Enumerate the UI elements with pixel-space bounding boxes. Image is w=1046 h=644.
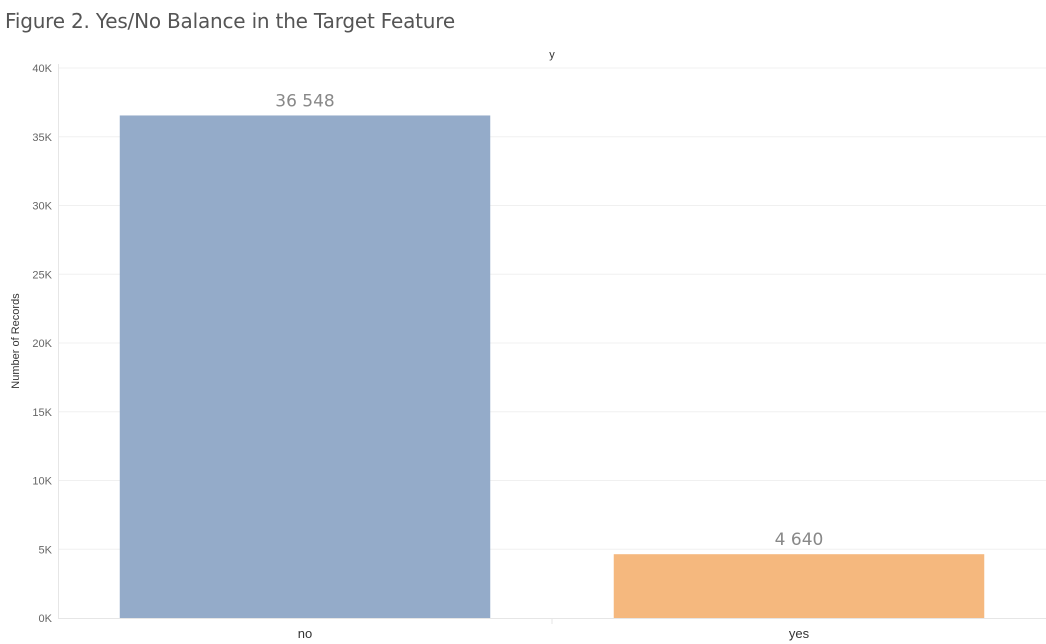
bar-yes (613, 554, 985, 618)
chart-title: Figure 2. Yes/No Balance in the Target F… (5, 9, 455, 33)
data-labels: 36 548 4 640 (275, 91, 823, 550)
data-label-no: 36 548 (275, 91, 334, 111)
x-category-label-no: no (298, 626, 312, 641)
y-tick-label: 35K (32, 132, 52, 144)
y-tick-label: 15K (32, 407, 52, 419)
x-axis-categories: no yes (298, 626, 810, 641)
x-category-label-yes: yes (789, 626, 810, 641)
y-tick-label: 0K (39, 613, 53, 625)
column-header: y (549, 49, 555, 61)
y-tick-label: 5K (39, 544, 53, 556)
y-tick-label: 10K (32, 476, 52, 488)
data-label-yes: 4 640 (775, 530, 824, 550)
y-axis-title: Number of Records (10, 293, 22, 389)
y-tick-label: 40K (32, 63, 52, 75)
y-tick-label: 25K (32, 269, 52, 281)
y-axis-ticks: 0K 5K 10K 15K 20K 25K 30K 35K 40K (32, 63, 52, 625)
y-tick-label: 30K (32, 201, 52, 213)
y-tick-label: 20K (32, 338, 52, 350)
bars (119, 115, 985, 618)
bar-no (119, 115, 491, 618)
